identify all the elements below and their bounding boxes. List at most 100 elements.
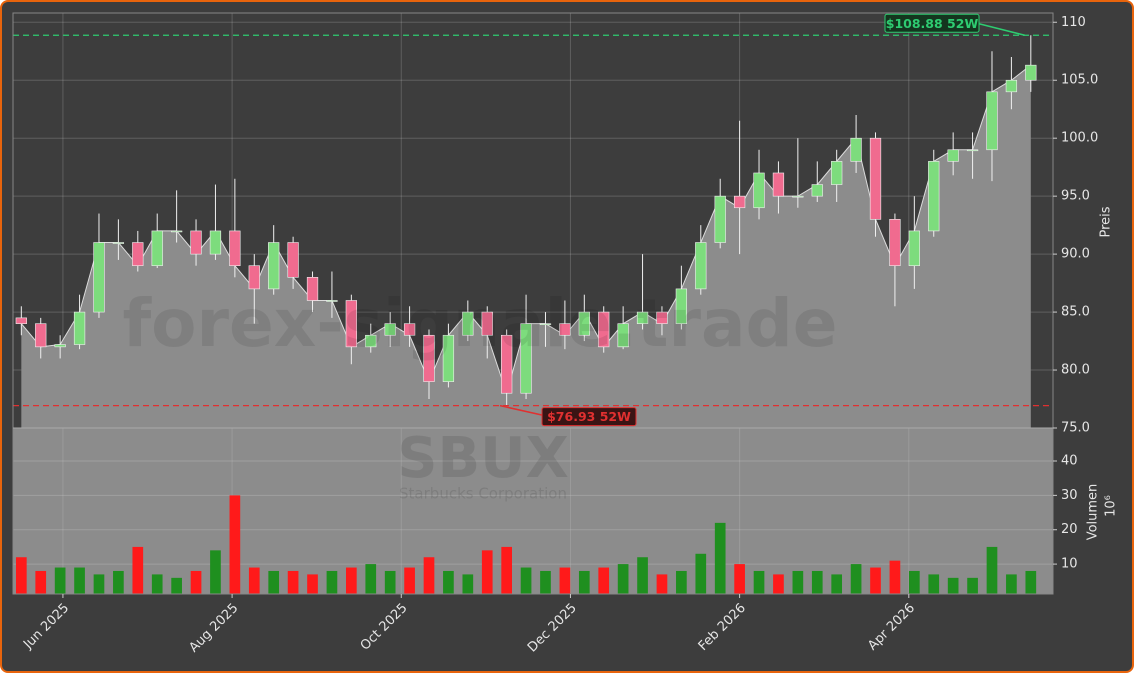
volume-bar [908, 570, 920, 594]
volume-bar [947, 577, 959, 594]
close-area [21, 65, 1031, 429]
volume-bar [1025, 570, 1037, 594]
volume-bar [811, 570, 823, 594]
candle-body [54, 344, 66, 348]
candle-body [151, 230, 163, 267]
volume-bar [481, 550, 493, 594]
volume-bar [578, 570, 590, 594]
volume-bar [423, 557, 435, 594]
annotation-box [541, 407, 637, 427]
y-tick-label: 85.0 [1061, 305, 1090, 320]
plot-border [12, 12, 1054, 595]
volume-bar [229, 495, 241, 594]
volume-bar [967, 577, 978, 594]
watermark-company: Starbucks Corporation [399, 485, 567, 503]
volume-bar [443, 570, 454, 594]
candle-body [403, 323, 416, 336]
candle-body [229, 230, 241, 267]
volume-bar [113, 570, 124, 594]
candle-body [889, 219, 901, 267]
x-tick-label: Dec 2025 [525, 601, 580, 656]
candle-body [986, 91, 998, 151]
annotation-arrow [499, 404, 550, 418]
volume-bar [384, 570, 396, 594]
y-tick-label: 105.0 [1061, 73, 1098, 88]
candle-body [656, 311, 668, 324]
candle-body [248, 265, 260, 290]
volume-bar [656, 574, 668, 594]
y2-tick-label: 30 [1061, 488, 1078, 503]
candle-body [695, 242, 707, 290]
candle-body [384, 323, 396, 336]
volume-bar [1006, 574, 1017, 594]
y-axis-label: Preis [1099, 206, 1114, 237]
candle-body [287, 242, 299, 278]
volume-bar [928, 574, 940, 594]
candle-body [345, 300, 357, 348]
candle-body [442, 334, 455, 382]
candle-body [947, 149, 959, 162]
volume-bar [870, 567, 881, 594]
annotation-label: $76.93 52W [547, 409, 631, 424]
volume-bar [132, 546, 144, 594]
candle-body [93, 242, 105, 313]
candle-body [792, 195, 804, 198]
candle-body [306, 277, 319, 301]
y-tick-label: 90.0 [1061, 247, 1090, 262]
x-tick-label: Apr 2026 [865, 601, 918, 654]
candle-body [598, 311, 610, 348]
volume-bar [714, 522, 726, 594]
candle-body [73, 311, 86, 345]
candle-body [869, 137, 882, 220]
x-tick-label: Oct 2025 [358, 601, 411, 654]
volume-bar [792, 570, 804, 594]
candle-body [520, 323, 532, 394]
annotation-box [884, 13, 980, 33]
candle-body [501, 334, 513, 394]
volume-bar [287, 570, 299, 594]
candle-body [559, 323, 571, 336]
volume-bar [637, 557, 648, 594]
candle-body [15, 317, 27, 324]
candle-body [423, 334, 435, 382]
candle-body [811, 184, 823, 197]
candle-body [1025, 64, 1037, 81]
volume-bar [617, 564, 629, 594]
volume-bar [753, 570, 765, 594]
candle-body [617, 323, 629, 348]
candle-body [190, 230, 202, 255]
x-tick-label: Feb 2026 [696, 601, 749, 654]
candle-body [35, 323, 47, 348]
volume-bar [54, 567, 66, 594]
annotation-label: $108.88 52W [886, 16, 979, 31]
candle-body [714, 195, 726, 243]
candle-body [966, 149, 979, 152]
volume-bar [986, 546, 998, 594]
y2-tick-label: 20 [1061, 522, 1078, 537]
volume-bar [35, 570, 47, 594]
volume-bar [190, 570, 202, 594]
volume-panel [13, 428, 1053, 594]
volume-bar [74, 567, 85, 594]
candle-body [170, 230, 183, 233]
y-tick-label: 80.0 [1061, 363, 1090, 378]
x-tick-label: Jun 2025 [20, 601, 72, 653]
volume-bar [151, 574, 163, 594]
candle-body [1005, 79, 1018, 93]
volume-bar [734, 564, 745, 594]
volume-bar [695, 553, 707, 594]
volume-bar [831, 574, 843, 594]
volume-bar [171, 577, 182, 594]
volume-bar [540, 570, 551, 594]
candle-body [209, 230, 222, 255]
candle-body [268, 242, 280, 290]
volume-bar [501, 546, 512, 594]
volume-bar [346, 567, 357, 594]
candle-body [326, 300, 338, 302]
volume-bar [773, 574, 784, 594]
volume-bar [404, 567, 415, 594]
volume-bar [520, 567, 532, 594]
volume-bar [365, 564, 377, 594]
candle-body [675, 288, 688, 324]
